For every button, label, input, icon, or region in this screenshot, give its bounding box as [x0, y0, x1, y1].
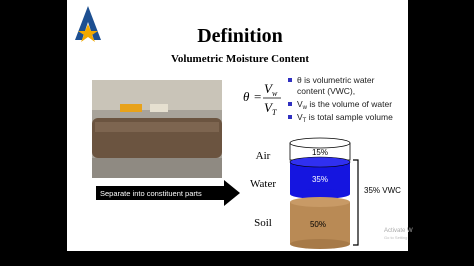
den-sub: T — [272, 108, 277, 117]
watermark: Go to Setting — [384, 235, 407, 240]
den: V — [264, 100, 274, 115]
bullet-dot — [288, 102, 292, 106]
layer-percent: 15% — [312, 148, 328, 157]
bullet-dot — [288, 78, 292, 82]
sym: V — [297, 112, 303, 122]
formula-lhs: θ — [243, 89, 250, 104]
subtitle: Volumetric Moisture Content — [171, 53, 309, 65]
num-sub: w — [272, 89, 278, 98]
layer-label: Water — [250, 178, 276, 190]
rest: is the volume of water — [307, 99, 392, 109]
layer-percent: 50% — [310, 220, 326, 229]
bullet-text: content (VWC), — [297, 86, 355, 96]
bracket — [353, 159, 359, 246]
bullet-text: Vw is the volume of water — [297, 99, 392, 111]
bracket-label: 35% VWC — [364, 186, 401, 195]
formula-num: Vw — [264, 81, 278, 98]
layer-percent: 35% — [312, 175, 328, 184]
formula: θ = Vw VT — [243, 81, 281, 117]
layer-label: Soil — [254, 217, 272, 229]
bullets: θ is volumetric water content (VWC), Vw … — [288, 75, 393, 124]
num: V — [264, 81, 274, 96]
title: Definition — [197, 25, 283, 47]
bullet-dot — [288, 115, 292, 119]
sym: V — [297, 99, 303, 109]
rest: is total sample volume — [306, 112, 393, 122]
bullet-text: θ is volumetric water — [297, 75, 375, 85]
sub: T — [303, 118, 307, 124]
formula-eq: = — [254, 89, 261, 104]
watermark: Activate W — [384, 228, 413, 234]
arrow-label: Separate into constituent parts — [100, 189, 202, 198]
cylinder: 15% 35% 50% — [289, 137, 351, 249]
logo — [75, 6, 101, 42]
soil-core-photo — [92, 80, 222, 178]
formula-den: VT — [264, 100, 277, 117]
layer-label: Air — [256, 150, 271, 162]
arrow: Separate into constituent parts — [96, 180, 240, 206]
bullet-text: VT is total sample volume — [297, 112, 393, 124]
sub: w — [302, 105, 308, 111]
